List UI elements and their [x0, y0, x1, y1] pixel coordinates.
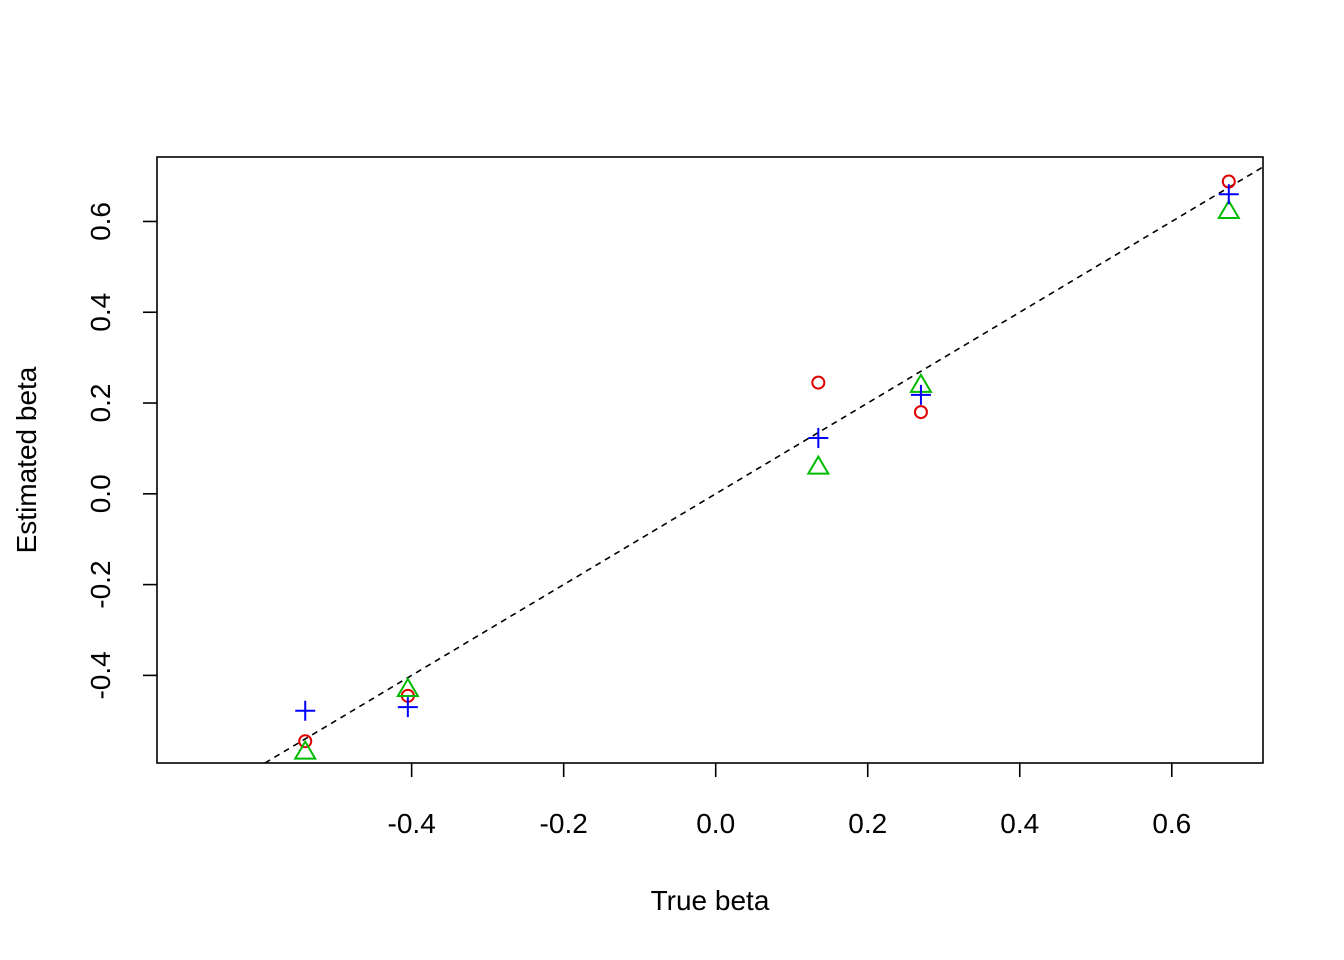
plus-point-4: [295, 700, 316, 721]
identity-reference-line: [264, 166, 1264, 764]
y-tick-label-5: 0.6: [85, 202, 116, 241]
plus-point-2: [910, 384, 931, 405]
x-axis: -0.4 -0.2 0.0 0.2 0.4 0.6: [388, 763, 1191, 839]
y-axis-title: Estimated beta: [11, 366, 42, 553]
plus-point-0: [1218, 184, 1239, 205]
plot-area-frame: [156, 156, 1264, 764]
x-tick-label-5: 0.6: [1152, 808, 1191, 839]
y-tick-label-0: -0.4: [85, 651, 116, 699]
plus-point-1: [808, 427, 829, 448]
triangle-point-0: [1217, 199, 1241, 220]
x-tick-label-2: 0.0: [696, 808, 735, 839]
triangle-point-4: [293, 739, 317, 760]
x-tick-label-4: 0.4: [1000, 808, 1039, 839]
y-tick-label-1: -0.2: [85, 560, 116, 608]
y-tick-label-2: 0.0: [85, 474, 116, 513]
data-points-layer: [293, 174, 1241, 760]
plus-point-3: [397, 697, 418, 718]
reference-line-layer: [264, 166, 1264, 764]
x-tick-label-0: -0.4: [388, 808, 436, 839]
x-tick-label-1: -0.2: [540, 808, 588, 839]
triangle-point-1: [806, 454, 831, 475]
circle-point-4: [298, 734, 313, 749]
x-axis-title: True beta: [651, 885, 770, 916]
triangle-point-3: [396, 677, 420, 698]
y-tick-label-3: 0.2: [85, 384, 116, 423]
circle-point-2: [913, 405, 928, 420]
y-tick-label-4: 0.4: [85, 293, 116, 332]
y-axis: -0.4 -0.2 0.0 0.2 0.4 0.6: [85, 202, 157, 700]
circle-point-1: [811, 375, 826, 390]
x-tick-label-3: 0.2: [848, 808, 887, 839]
